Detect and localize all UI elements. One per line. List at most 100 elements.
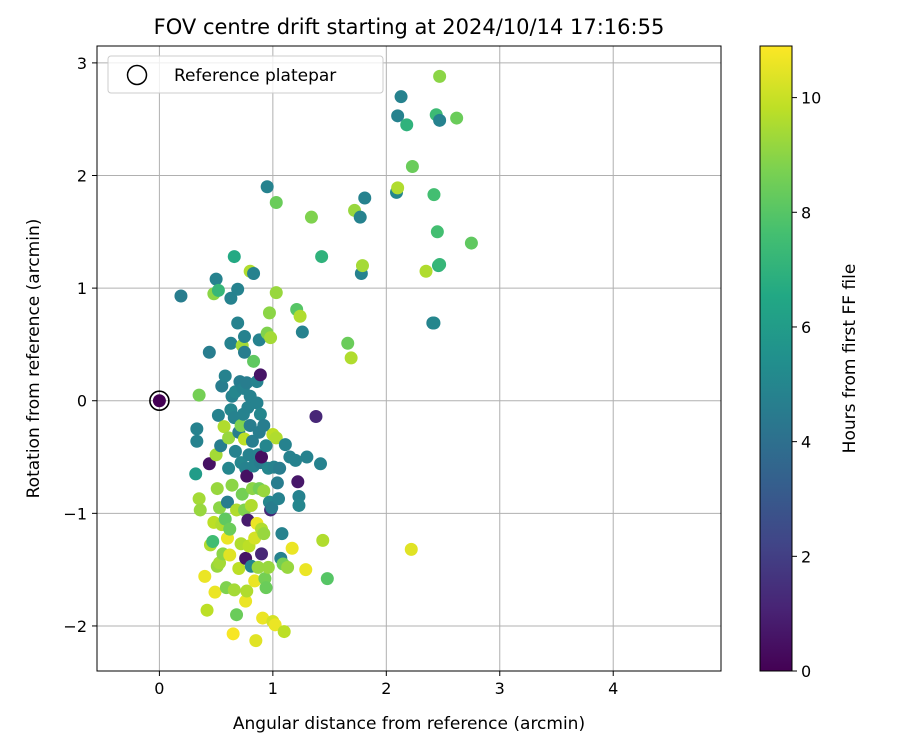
data-point xyxy=(259,581,273,595)
data-point xyxy=(394,90,408,104)
data-point xyxy=(247,354,261,368)
data-point xyxy=(430,225,444,239)
data-point xyxy=(255,450,269,464)
data-point xyxy=(210,482,224,496)
scatter-points xyxy=(149,69,478,648)
data-point xyxy=(240,376,254,390)
data-point xyxy=(225,478,239,492)
data-point xyxy=(230,608,244,622)
data-point xyxy=(291,475,305,489)
data-point xyxy=(259,439,273,453)
data-point xyxy=(427,188,441,202)
legend-label: Reference platepar xyxy=(174,66,336,86)
data-point xyxy=(206,534,220,548)
data-point xyxy=(272,492,286,506)
y-tick-label: 2 xyxy=(77,167,87,186)
data-point xyxy=(235,487,249,501)
reference-marker xyxy=(149,390,170,412)
data-point xyxy=(214,439,228,453)
data-point xyxy=(223,522,237,536)
data-point xyxy=(237,345,251,359)
data-point xyxy=(193,503,207,517)
data-point xyxy=(289,453,303,467)
data-point xyxy=(404,542,418,556)
data-point xyxy=(240,584,254,598)
y-axis-label: Rotation from reference (arcmin) xyxy=(24,219,44,499)
data-point xyxy=(190,434,204,448)
data-point xyxy=(299,563,313,577)
y-tick-label: −2 xyxy=(63,617,87,636)
data-point xyxy=(277,625,291,639)
colorbar: 0 2 4 6 8 10 Hours from first FF file xyxy=(759,45,860,681)
data-point xyxy=(192,492,206,506)
data-point xyxy=(358,191,372,205)
data-point xyxy=(273,461,287,475)
data-point xyxy=(261,560,275,574)
data-point xyxy=(269,431,283,445)
data-point xyxy=(295,325,309,339)
data-point xyxy=(198,569,212,583)
data-point xyxy=(304,210,318,224)
data-point xyxy=(239,594,253,608)
data-point xyxy=(400,118,414,132)
colorbar-label: Hours from first FF file xyxy=(840,264,860,454)
data-point xyxy=(231,282,245,296)
data-point xyxy=(309,409,323,423)
data-point xyxy=(269,196,283,210)
legend-box xyxy=(107,55,384,94)
legend-marker-ring xyxy=(126,64,148,86)
data-point xyxy=(244,498,258,512)
data-point xyxy=(227,583,241,597)
colorbar-tick-label: 2 xyxy=(801,547,811,566)
data-point xyxy=(268,618,282,632)
data-point xyxy=(224,336,238,350)
data-point xyxy=(269,286,283,300)
data-point xyxy=(320,572,334,586)
grid-lines xyxy=(97,46,721,671)
data-point xyxy=(231,316,245,330)
data-point xyxy=(202,345,216,359)
data-point xyxy=(228,444,242,458)
data-point xyxy=(189,467,203,481)
y-tick-label: −1 xyxy=(63,504,87,523)
data-point xyxy=(224,291,238,305)
data-point xyxy=(232,562,246,576)
data-point xyxy=(253,407,267,421)
data-point xyxy=(211,283,225,297)
data-point xyxy=(260,180,274,194)
colorbar-tick-label: 10 xyxy=(801,89,821,108)
data-point xyxy=(237,330,251,344)
colorbar-tick-label: 0 xyxy=(801,662,811,681)
data-point xyxy=(215,379,229,393)
data-point xyxy=(257,527,271,541)
data-point xyxy=(450,111,464,125)
y-tick-label: 1 xyxy=(77,279,87,298)
y-tick-label: 3 xyxy=(77,54,87,73)
legend: Reference platepar xyxy=(107,55,384,94)
data-point xyxy=(253,368,267,382)
data-point xyxy=(464,236,478,250)
data-point xyxy=(292,498,306,512)
data-point xyxy=(264,331,278,345)
colorbar-ticks: 0 2 4 6 8 10 xyxy=(792,89,821,681)
data-point xyxy=(314,457,328,471)
data-point xyxy=(391,109,405,123)
data-point xyxy=(218,512,232,526)
data-point xyxy=(249,634,263,648)
axis-ticks: 0 1 2 3 4 −2 −1 0 1 2 3 xyxy=(63,54,618,698)
data-point xyxy=(220,495,234,509)
data-point xyxy=(242,448,256,462)
data-point xyxy=(433,113,447,127)
data-point xyxy=(433,257,447,271)
data-point xyxy=(285,541,299,555)
data-point xyxy=(257,484,271,498)
data-point xyxy=(209,272,223,286)
data-point xyxy=(243,419,257,433)
data-point xyxy=(245,434,259,448)
data-point xyxy=(208,585,222,599)
x-axis-label: Angular distance from reference (arcmin) xyxy=(233,714,585,734)
colorbar-tick-label: 6 xyxy=(801,318,811,337)
data-point xyxy=(316,533,330,547)
data-point xyxy=(265,501,279,515)
